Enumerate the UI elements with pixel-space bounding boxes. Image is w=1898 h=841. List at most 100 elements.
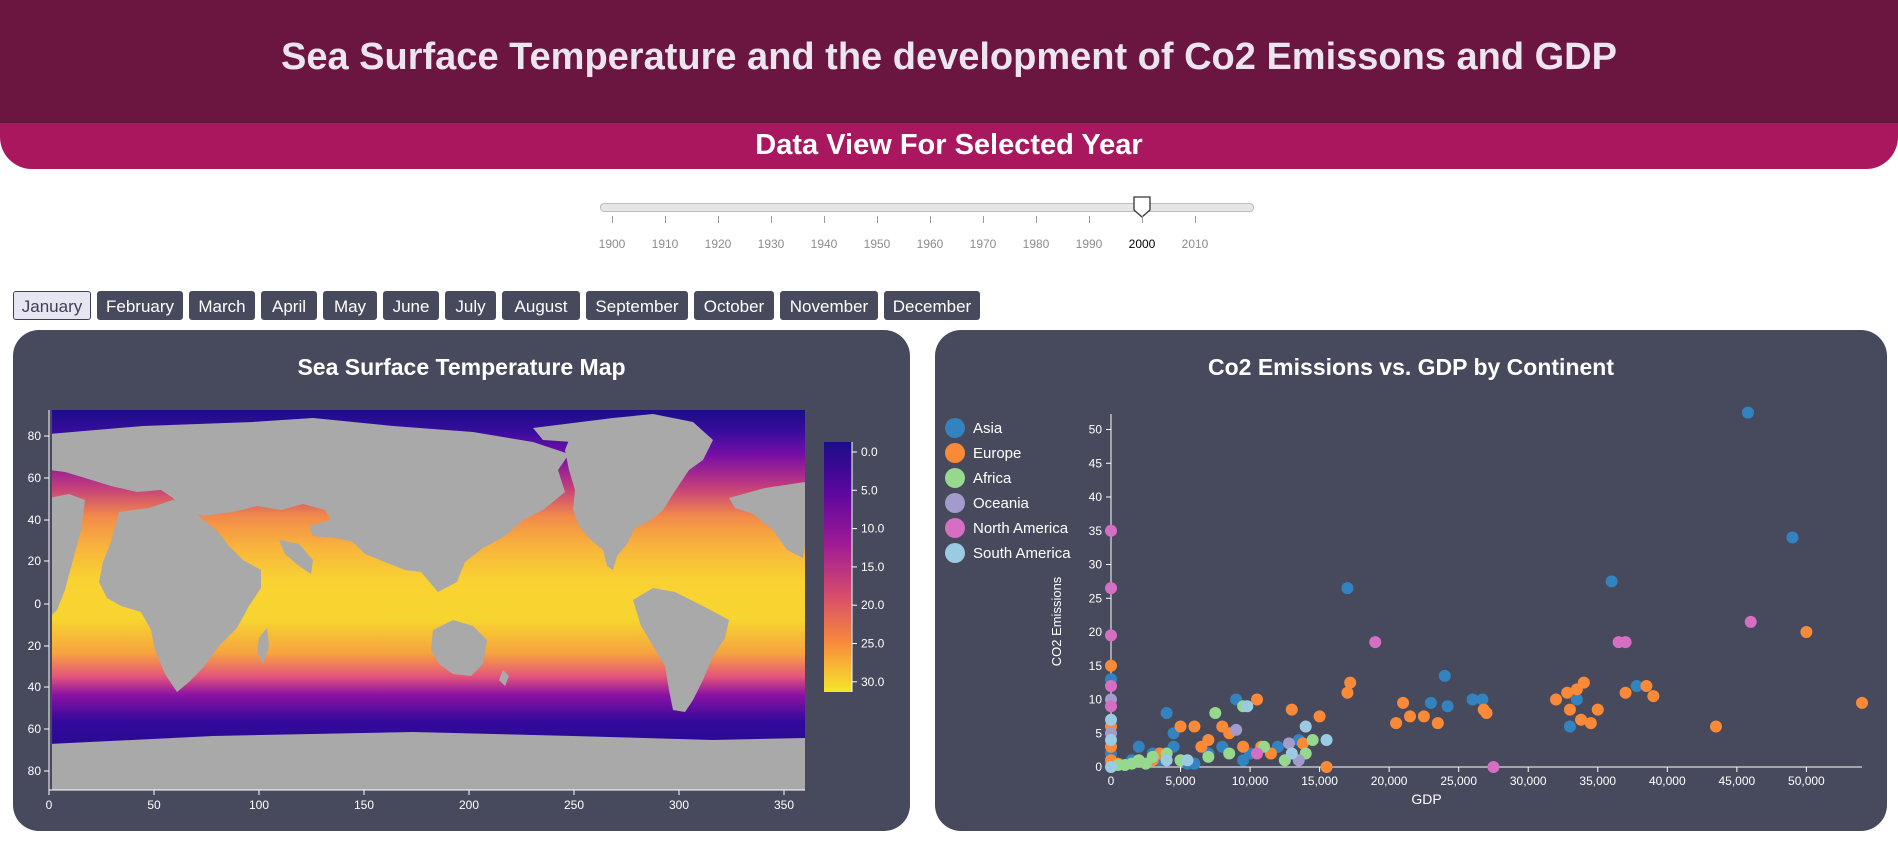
month-button-march[interactable]: March	[189, 291, 255, 320]
year-slider-handle[interactable]	[1133, 196, 1151, 218]
scatter-point-europe[interactable]	[1320, 761, 1333, 773]
scatter-y-tick-label: 45	[1089, 456, 1103, 470]
scatter-point-europe[interactable]	[1800, 626, 1813, 638]
month-button-january[interactable]: January	[13, 291, 91, 320]
scatter-point-europe[interactable]	[1237, 740, 1250, 753]
scatter-point-asia[interactable]	[1605, 575, 1618, 588]
scatter-point-north-america[interactable]	[1369, 636, 1382, 649]
scatter-point-asia[interactable]	[1160, 707, 1173, 719]
scatter-point-europe[interactable]	[1285, 703, 1298, 716]
scatter-x-tick-label: 0	[1108, 774, 1115, 788]
scatter-point-europe[interactable]	[1575, 713, 1588, 726]
scatter-point-europe[interactable]	[1480, 707, 1493, 719]
scatter-point-europe[interactable]	[1202, 734, 1215, 746]
scatter-point-europe[interactable]	[1105, 659, 1117, 672]
scatter-point-north-america[interactable]	[1619, 636, 1632, 649]
scatter-point-asia[interactable]	[1132, 740, 1145, 753]
scatter-point-europe[interactable]	[1397, 696, 1410, 709]
month-button-december[interactable]: December	[884, 291, 980, 320]
scatter-point-oceania[interactable]	[1230, 723, 1243, 736]
year-tick-label: 1910	[651, 237, 679, 251]
scatter-point-africa[interactable]	[1202, 750, 1215, 763]
scatter-point-asia[interactable]	[1441, 700, 1454, 713]
scatter-point-europe[interactable]	[1647, 690, 1660, 703]
scatter-point-north-america[interactable]	[1105, 680, 1117, 692]
scatter-point-europe[interactable]	[1296, 737, 1309, 750]
land-mass	[633, 588, 729, 712]
scatter-y-tick-label: 35	[1089, 524, 1103, 538]
month-button-august[interactable]: August	[502, 291, 580, 320]
scatter-point-europe[interactable]	[1390, 717, 1403, 730]
scatter-point-south-america[interactable]	[1320, 734, 1333, 746]
scatter-point-africa[interactable]	[1306, 734, 1319, 746]
scatter-point-south-america[interactable]	[1241, 700, 1254, 713]
scatter-point-europe[interactable]	[1591, 703, 1604, 716]
scatter-point-europe[interactable]	[1584, 717, 1597, 730]
scatter-point-africa[interactable]	[1146, 750, 1159, 763]
scatter-point-europe[interactable]	[1251, 693, 1264, 706]
scatter-point-asia[interactable]	[1630, 680, 1643, 692]
scatter-point-south-america[interactable]	[1105, 734, 1117, 746]
scatter-point-europe[interactable]	[1417, 710, 1430, 723]
scatter-point-europe[interactable]	[1174, 720, 1187, 733]
month-button-april[interactable]: April	[261, 291, 317, 320]
scatter-point-north-america[interactable]	[1105, 629, 1117, 642]
sst-map: 0 50 100 150 200 250 300 350806040200204060800.…	[28, 408, 885, 812]
scatter-point-europe[interactable]	[1188, 720, 1201, 733]
month-button-june[interactable]: June	[383, 291, 439, 320]
scatter-point-south-america[interactable]	[1105, 713, 1117, 726]
scatter-point-europe[interactable]	[1341, 686, 1354, 699]
scatter-point-south-america[interactable]	[1181, 754, 1194, 767]
month-button-may[interactable]: May	[323, 291, 377, 320]
scatter-point-europe[interactable]	[1619, 686, 1632, 699]
scatter-point-europe[interactable]	[1640, 680, 1653, 692]
scatter-point-north-america[interactable]	[1105, 524, 1117, 537]
year-slider-track[interactable]	[600, 203, 1254, 212]
page-header: Sea Surface Temperature and the developm…	[0, 0, 1898, 123]
scatter-point-north-america[interactable]	[1487, 761, 1500, 773]
scatter-point-south-america[interactable]	[1299, 720, 1312, 733]
scatter-point-north-america[interactable]	[1744, 615, 1757, 628]
year-tick-label: 2010	[1181, 237, 1209, 251]
scatter-point-asia[interactable]	[1466, 693, 1479, 706]
scatter-point-south-america[interactable]	[1105, 761, 1117, 773]
scatter-point-north-america[interactable]	[1251, 747, 1264, 760]
scatter-point-asia[interactable]	[1424, 696, 1437, 709]
scatter-point-north-america[interactable]	[1105, 700, 1117, 713]
scatter-y-axis-label: CO2 Emissions	[1049, 576, 1064, 666]
year-slider[interactable]: 1900 1910 1920 1930 1940 1950 1960 1970 1980 1990…	[597, 196, 1257, 256]
scatter-point-south-america[interactable]	[1285, 747, 1298, 760]
scatter-point-oceania[interactable]	[1283, 737, 1296, 750]
scatter-point-asia[interactable]	[1476, 693, 1489, 706]
scatter-point-europe[interactable]	[1344, 676, 1357, 689]
scatter-x-tick-label: 35,000	[1579, 774, 1616, 788]
month-button-october[interactable]: October	[694, 291, 774, 320]
month-button-july[interactable]: July	[445, 291, 496, 320]
scatter-point-europe[interactable]	[1431, 717, 1444, 730]
scatter-point-africa[interactable]	[1209, 707, 1222, 719]
legend-label: North America	[973, 520, 1069, 537]
scatter-point-europe[interactable]	[1550, 693, 1563, 706]
scatter-point-south-america[interactable]	[1160, 754, 1173, 767]
scatter-point-asia[interactable]	[1438, 669, 1451, 682]
scatter-point-europe[interactable]	[1856, 696, 1868, 709]
scatter-point-asia[interactable]	[1570, 693, 1583, 706]
scatter-point-europe[interactable]	[1709, 720, 1722, 733]
scatter-point-asia[interactable]	[1563, 720, 1576, 733]
scatter-point-europe[interactable]	[1563, 703, 1576, 716]
scatter-point-asia[interactable]	[1786, 531, 1799, 544]
year-tick-mark	[771, 216, 772, 223]
scatter-point-asia[interactable]	[1341, 582, 1354, 595]
map-y-tick-label: 20	[28, 639, 42, 653]
scatter-point-africa[interactable]	[1223, 747, 1236, 760]
month-button-february[interactable]: February	[97, 291, 183, 320]
month-button-november[interactable]: November	[780, 291, 878, 320]
month-button-september[interactable]: September	[586, 291, 688, 320]
scatter-point-europe[interactable]	[1577, 676, 1590, 689]
scatter-point-europe[interactable]	[1313, 710, 1326, 723]
scatter-point-europe[interactable]	[1561, 686, 1574, 699]
scatter-point-north-america[interactable]	[1105, 582, 1117, 595]
scatter-point-europe[interactable]	[1404, 710, 1417, 723]
year-tick-mark	[665, 216, 666, 223]
scatter-point-asia[interactable]	[1741, 406, 1754, 419]
